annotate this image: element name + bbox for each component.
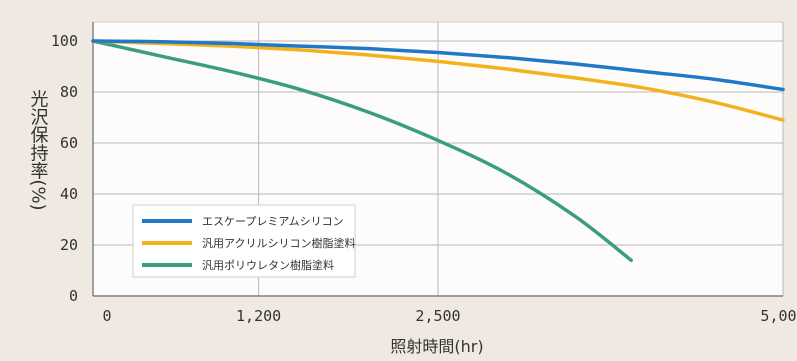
y-tick-label: 0 xyxy=(69,287,78,305)
x-tick-label: 0 xyxy=(102,307,111,325)
series-line-2 xyxy=(91,39,785,122)
x-tick-label: 1,200 xyxy=(236,307,281,325)
x-tick-label: 5,000 xyxy=(760,307,797,325)
series-line-1 xyxy=(91,39,785,92)
y-tick-label: 60 xyxy=(60,134,78,152)
axes: 0 20 40 60 80 100 0 1,200 2,500 5,000 xyxy=(51,22,797,325)
x-tick-label: 2,500 xyxy=(415,307,460,325)
y-tick-label: 100 xyxy=(51,32,78,50)
x-axis-label: 照射時間(hr) xyxy=(390,337,483,356)
y-tick-label: 80 xyxy=(60,83,78,101)
y-axis-label: 光沢保持率(%) xyxy=(28,89,49,210)
series-lines xyxy=(91,39,785,263)
legend-label-series-2: 汎用アクリルシリコン樹脂塗料 xyxy=(202,236,355,250)
y-tick-label: 40 xyxy=(60,185,78,203)
series-line-3 xyxy=(91,39,633,263)
y-tick-label: 20 xyxy=(60,236,78,254)
legend: エスケープレミアムシリコン 汎用アクリルシリコン樹脂塗料 汎用ポリウレタン樹脂塗… xyxy=(132,204,356,278)
legend-label-series-1: エスケープレミアムシリコン xyxy=(202,215,344,228)
legend-label-series-3: 汎用ポリウレタン樹脂塗料 xyxy=(202,258,334,272)
